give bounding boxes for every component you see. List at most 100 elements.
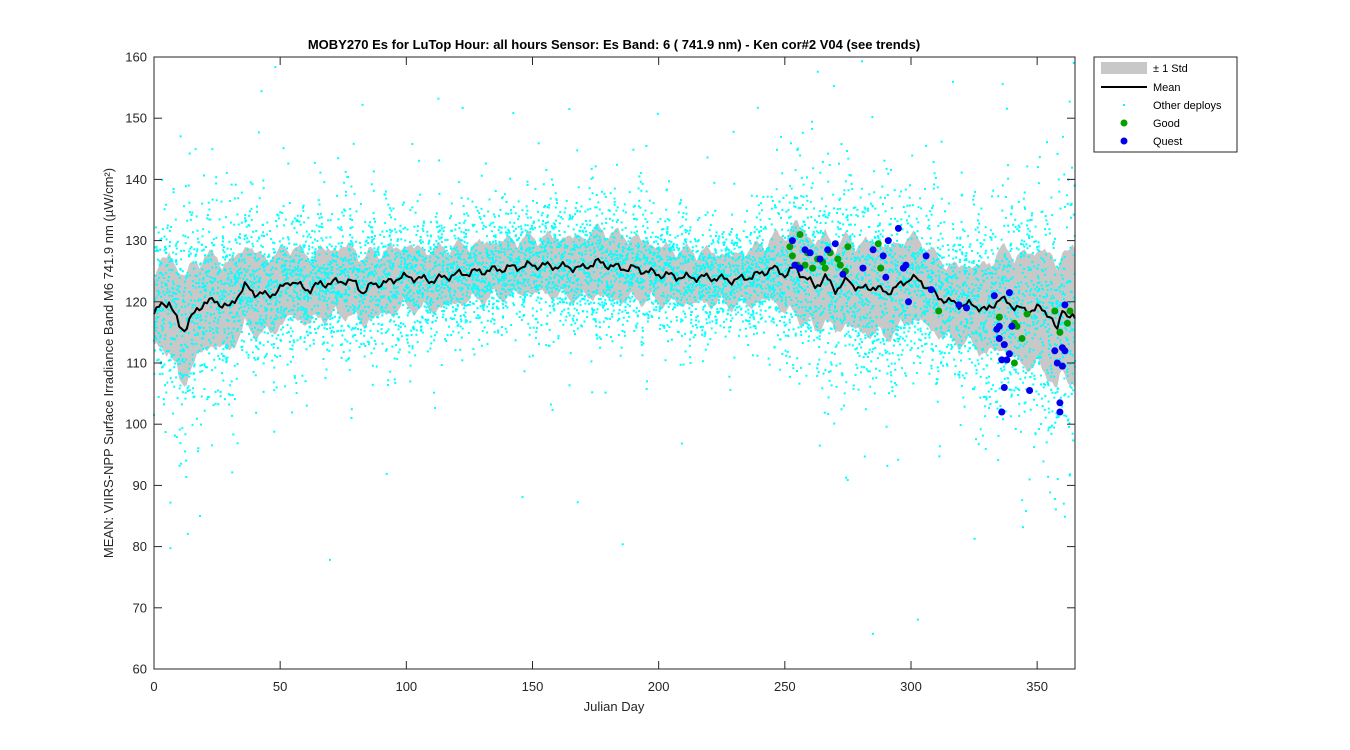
- other-deploy-point: [169, 343, 172, 346]
- other-deploy-point: [689, 255, 692, 257]
- other-deploy-point: [178, 387, 181, 390]
- other-deploy-point: [411, 259, 414, 261]
- other-deploy-point: [450, 266, 452, 269]
- other-deploy-point: [491, 317, 494, 320]
- other-deploy-point: [242, 299, 245, 302]
- other-deploy-point: [412, 244, 415, 247]
- other-deploy-point: [440, 227, 443, 230]
- other-deploy-point: [650, 251, 652, 254]
- other-deploy-point: [466, 272, 469, 274]
- other-deploy-point: [265, 286, 268, 288]
- other-deploy-point: [284, 252, 287, 255]
- other-deploy-point: [618, 243, 621, 245]
- other-deploy-point: [632, 300, 635, 303]
- other-deploy-point: [546, 216, 549, 218]
- other-deploy-point: [162, 290, 165, 293]
- other-deploy-point: [304, 310, 307, 313]
- other-deploy-point: [197, 241, 200, 244]
- other-deploy-point: [541, 246, 544, 249]
- other-deploy-point: [354, 240, 357, 243]
- other-deploy-point: [499, 231, 502, 234]
- other-deploy-point: [286, 272, 289, 275]
- other-deploy-point: [324, 318, 327, 321]
- other-deploy-point: [431, 321, 434, 323]
- other-deploy-point: [230, 248, 233, 251]
- other-deploy-point: [667, 264, 670, 267]
- other-deploy-point: [262, 266, 265, 269]
- other-deploy-point: [642, 257, 645, 260]
- other-deploy-point: [294, 269, 297, 272]
- other-deploy-point: [595, 242, 598, 245]
- other-deploy-point: [479, 305, 482, 308]
- other-deploy-point: [326, 268, 329, 270]
- other-deploy-point: [324, 274, 327, 277]
- other-deploy-point: [275, 280, 278, 283]
- other-deploy-point: [283, 308, 286, 311]
- other-deploy-point: [647, 314, 650, 316]
- other-deploy-point: [285, 254, 288, 257]
- other-deploy-point: [450, 302, 453, 305]
- other-deploy-point: [435, 286, 438, 288]
- other-deploy-point: [621, 246, 624, 249]
- other-deploy-point: [250, 281, 253, 284]
- other-deploy-point: [161, 372, 164, 375]
- other-deploy-point: [642, 239, 645, 242]
- other-deploy-point: [632, 309, 635, 312]
- other-deploy-point: [429, 311, 432, 314]
- other-deploy-point: [282, 237, 285, 240]
- other-deploy-point: [568, 314, 571, 317]
- other-deploy-point: [403, 252, 405, 255]
- other-deploy-point: [216, 273, 219, 276]
- other-deploy-point: [492, 307, 494, 310]
- other-deploy-point: [383, 310, 386, 313]
- other-deploy-point: [160, 324, 163, 327]
- other-deploy-point: [430, 290, 433, 293]
- other-deploy-point: [409, 209, 412, 212]
- other-deploy-point: [576, 327, 579, 330]
- other-deploy-point: [309, 281, 311, 284]
- other-deploy-point: [162, 307, 164, 310]
- other-deploy-point: [659, 280, 662, 283]
- other-deploy-point: [471, 290, 474, 293]
- other-deploy-point: [407, 263, 410, 266]
- other-deploy-point: [378, 287, 381, 290]
- other-deploy-point: [678, 253, 681, 256]
- other-deploy-point: [607, 263, 610, 266]
- other-deploy-point: [178, 277, 181, 279]
- other-deploy-point: [423, 249, 426, 251]
- other-deploy-point: [380, 295, 382, 298]
- other-deploy-point: [648, 297, 651, 300]
- other-deploy-point: [641, 336, 644, 339]
- other-deploy-point: [442, 306, 445, 309]
- other-deploy-point: [274, 280, 276, 283]
- other-deploy-point: [340, 293, 342, 296]
- other-deploy-point: [260, 304, 263, 307]
- other-deploy-point: [298, 298, 301, 301]
- other-deploy-point: [631, 248, 634, 251]
- other-deploy-point: [384, 252, 387, 255]
- other-deploy-point: [704, 311, 707, 313]
- other-deploy-point: [447, 301, 450, 304]
- other-deploy-point: [295, 295, 298, 298]
- other-deploy-point: [329, 318, 332, 321]
- other-deploy-point: [628, 275, 631, 278]
- other-deploy-point: [621, 249, 624, 252]
- other-deploy-point: [363, 294, 366, 297]
- other-deploy-point: [692, 274, 694, 277]
- other-deploy-point: [507, 244, 510, 247]
- other-deploy-point: [683, 277, 686, 280]
- other-deploy-point: [233, 263, 236, 265]
- other-deploy-point: [626, 289, 629, 292]
- other-deploy-point: [533, 253, 536, 256]
- other-deploy-point: [275, 220, 277, 223]
- other-deploy-point: [698, 281, 701, 284]
- other-deploy-point: [229, 270, 232, 273]
- other-deploy-point: [371, 226, 374, 229]
- other-deploy-point: [452, 247, 455, 250]
- other-deploy-point: [643, 263, 646, 266]
- other-deploy-point: [239, 267, 242, 270]
- other-deploy-point: [675, 282, 678, 285]
- other-deploy-point: [604, 299, 607, 302]
- other-deploy-point: [373, 269, 376, 272]
- other-deploy-point: [155, 326, 158, 329]
